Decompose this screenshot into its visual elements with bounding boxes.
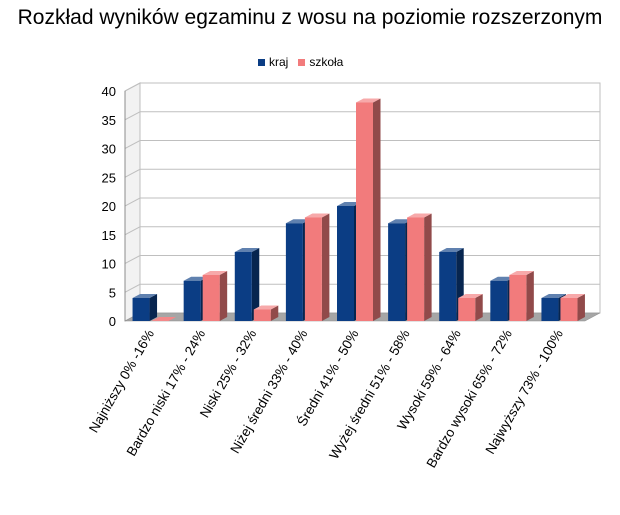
x-tick-label: Bardzo wysoki 65% - 72%: [424, 327, 515, 470]
bar-szkola-top: [304, 213, 330, 218]
bar-kraj: [132, 298, 150, 321]
bar-kraj-side: [251, 248, 260, 321]
bar-szkola-side: [219, 271, 228, 321]
legend-item-kraj: kraj: [258, 55, 288, 69]
y-tick-label: 10: [102, 257, 116, 272]
bar-kraj-top: [337, 202, 362, 206]
gridline: [124, 168, 600, 178]
bar-szkola-top: [509, 271, 534, 275]
bar-szkola-top: [560, 294, 585, 298]
bar-szkola: [356, 102, 373, 321]
x-tick-label: Niski 25% - 32%: [197, 327, 260, 420]
bar-szkola-top: [407, 213, 432, 218]
y-tick-label: 15: [102, 228, 116, 243]
bar-szkola: [253, 309, 271, 321]
y-tick-label: 25: [102, 170, 116, 185]
bar-szkola-side: [577, 294, 585, 321]
bar-kraj-top: [285, 219, 311, 224]
bar-kraj: [234, 252, 252, 321]
bar-kraj: [183, 280, 201, 321]
bar-kraj: [388, 223, 406, 321]
legend-label-kraj: kraj: [269, 55, 289, 69]
bar-szkola-top: [458, 294, 483, 298]
y-tick-label: 35: [102, 113, 116, 128]
bar-kraj: [490, 280, 508, 321]
gridline: [124, 140, 600, 149]
legend: kraj szkoła: [258, 55, 353, 69]
legend-swatch-kraj: [258, 58, 265, 66]
bar-szkola: [151, 317, 177, 321]
legend-label-szkola: szkoła: [309, 55, 344, 69]
bar-szkola-side: [270, 305, 279, 321]
bar-szkola: [202, 275, 220, 321]
bar-szkola-top: [202, 271, 228, 275]
bar-szkola-side: [526, 271, 534, 321]
y-tick-label: 20: [102, 199, 116, 214]
gridline: [124, 82, 600, 92]
bar-kraj-top: [234, 248, 260, 252]
bar-kraj: [285, 223, 303, 321]
gridline: [124, 197, 600, 207]
bar-szkola: [407, 217, 425, 321]
gridline: [124, 111, 600, 121]
bar-szkola: [560, 298, 578, 321]
gridline: [124, 226, 600, 236]
chart-title: Rozkład wyników egzaminu z wosu na pozio…: [17, 6, 603, 29]
bar-kraj-side: [149, 294, 158, 321]
bar-kraj: [337, 206, 354, 321]
bar-kraj-top: [132, 294, 158, 298]
bar-szkola-side: [321, 213, 330, 321]
bar-kraj-top: [439, 248, 464, 252]
y-tick-label: 30: [102, 142, 116, 157]
bar-kraj-top: [388, 219, 413, 224]
bar-szkola: [458, 298, 476, 321]
bar-kraj: [541, 298, 559, 321]
bar-szkola: [304, 217, 322, 321]
y-tick-label: 5: [109, 285, 116, 300]
bar-szkola-top: [356, 98, 381, 103]
bar-kraj-top: [490, 276, 515, 281]
bar-kraj-top: [183, 276, 209, 281]
legend-item-szkola: szkoła: [298, 55, 343, 69]
legend-swatch-szkola: [298, 58, 306, 66]
bar-kraj-top: [541, 294, 566, 298]
bar-szkola-side: [424, 213, 432, 321]
bar-szkola: [509, 275, 527, 321]
bar-szkola-side: [373, 98, 381, 321]
bar-szkola-top: [253, 305, 279, 310]
bar-kraj: [439, 252, 457, 321]
bar-szkola-side: [475, 294, 483, 321]
y-tick-label: 40: [102, 84, 116, 99]
y-tick-label: 0: [109, 314, 116, 329]
